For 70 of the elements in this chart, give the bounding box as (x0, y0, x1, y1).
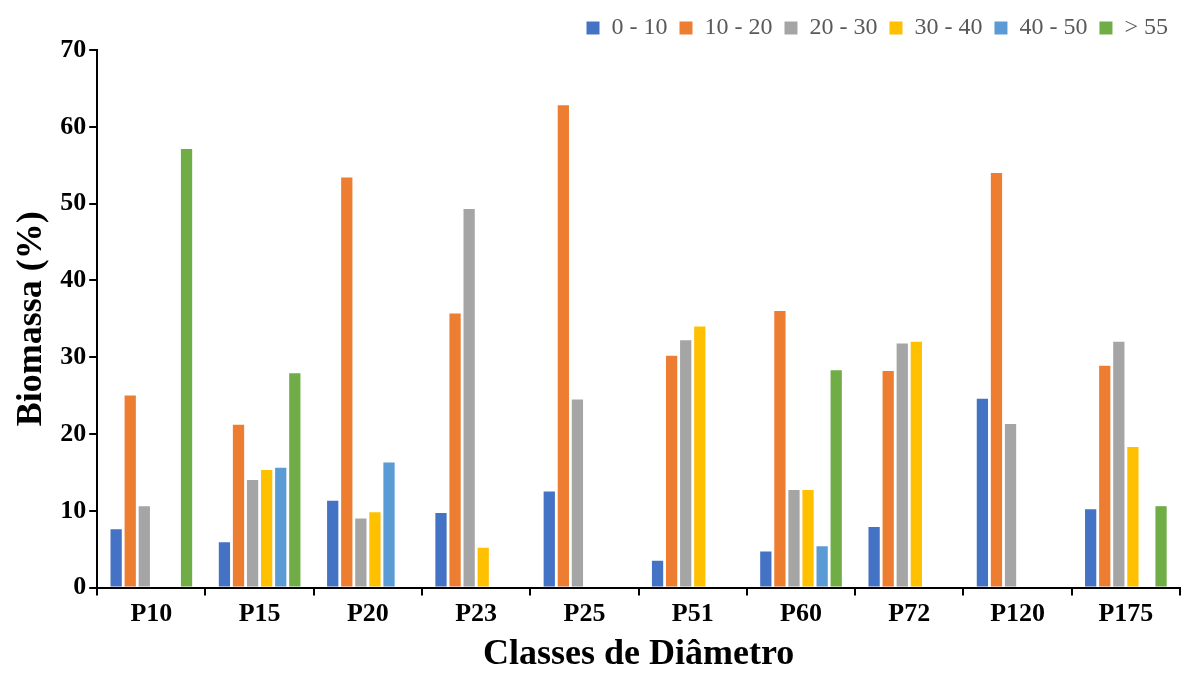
x-tick-label: P60 (780, 597, 822, 627)
bar (1155, 506, 1167, 587)
bar (180, 149, 193, 587)
bar (816, 546, 828, 587)
bar (477, 547, 489, 587)
bar (383, 462, 395, 587)
bar (868, 526, 880, 587)
bar (896, 343, 908, 587)
y-axis-title: Biomassa (%) (8, 211, 49, 427)
bar (369, 512, 381, 587)
bar (1085, 509, 1097, 587)
bar (1099, 365, 1111, 587)
bar (246, 480, 259, 587)
y-tick-label: 30 (60, 340, 87, 370)
x-tick-label: P20 (346, 597, 389, 627)
x-tick-label: P72 (888, 597, 931, 627)
bar (1113, 341, 1125, 587)
bar (557, 105, 569, 587)
bar (990, 172, 1003, 587)
y-tick-label: 60 (60, 110, 87, 140)
bar (882, 371, 894, 587)
legend-label: 30 - 40 (914, 13, 983, 40)
bar (218, 542, 231, 587)
bar (1004, 424, 1017, 587)
bar (666, 355, 678, 587)
legend-label: 0 - 10 (611, 13, 668, 40)
y-tick-label: 40 (60, 264, 87, 294)
legend-label: 10 - 20 (704, 13, 773, 40)
bar (788, 490, 800, 587)
bar (275, 467, 287, 587)
bar (435, 513, 447, 587)
y-tick-label: 10 (60, 494, 87, 524)
x-tick-label: P25 (563, 597, 606, 627)
bar (124, 395, 136, 587)
bar (910, 341, 922, 587)
bar (355, 518, 367, 587)
bar (327, 500, 339, 587)
bar (463, 208, 475, 587)
bar (289, 373, 301, 587)
x-tick-label: P120 (990, 597, 1046, 627)
bar (651, 560, 664, 587)
y-tick-label: 50 (60, 187, 87, 217)
bar (680, 340, 692, 587)
bar (1127, 447, 1139, 587)
legend-label: > 55 (1124, 13, 1169, 40)
bar (694, 326, 706, 587)
bar (261, 470, 273, 587)
x-tick-label: P175 (1098, 597, 1154, 627)
legend-label: 20 - 30 (809, 13, 878, 40)
bar (110, 529, 122, 587)
bar (138, 506, 150, 587)
x-tick-label: P10 (130, 597, 173, 627)
bar (760, 551, 772, 587)
bar (543, 491, 555, 587)
y-tick-label: 20 (60, 417, 87, 447)
bar (802, 490, 814, 587)
legend-label: 40 - 50 (1019, 13, 1088, 40)
x-tick-label: P23 (455, 597, 498, 627)
bar (830, 370, 842, 587)
y-tick-label: 70 (60, 33, 87, 63)
x-axis-title: Classes de Diâmetro (482, 631, 795, 672)
bar (449, 313, 461, 587)
x-tick-label: P15 (238, 597, 281, 627)
bar (774, 311, 786, 587)
y-tick-label: 0 (73, 571, 87, 601)
bar (976, 398, 989, 587)
bar (341, 177, 353, 587)
x-tick-label: P51 (671, 597, 714, 627)
bar (571, 399, 584, 587)
bar (232, 424, 245, 587)
